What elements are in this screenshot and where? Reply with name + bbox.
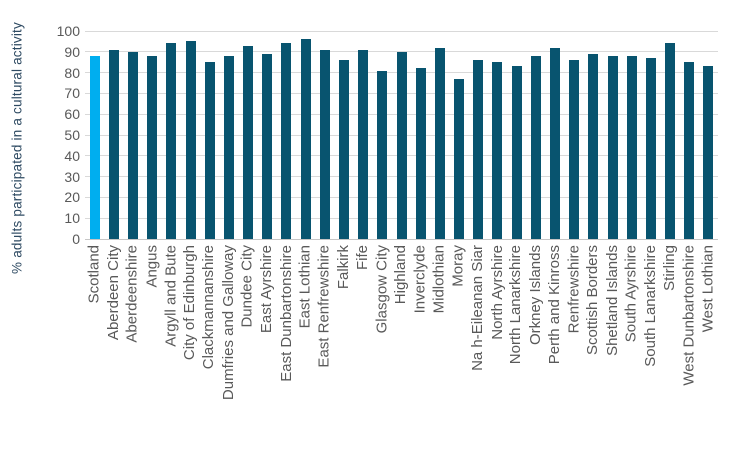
x-category-label: Falkirk (334, 245, 352, 290)
bar-east-dunbartonshire (281, 43, 292, 239)
x-category-label: Aberdeenshire (123, 245, 141, 343)
bar-dundee-city (243, 45, 254, 239)
x-category-label: Scottish Borders (584, 245, 602, 356)
bar-highland (396, 51, 407, 239)
x-category-label: Moray (450, 245, 468, 287)
y-tick-label: 40 (64, 147, 80, 164)
bar-na-h-eileanan-siar (473, 60, 484, 239)
x-category-label: Na h-Eileanan Siar (469, 245, 487, 371)
gridline (85, 30, 718, 32)
x-category-label: Highland (392, 245, 410, 305)
y-tick-label: 70 (64, 85, 80, 102)
bar-east-lothian (300, 39, 311, 239)
x-category-label: Argyll and Bute (162, 245, 180, 347)
bar-falkirk (338, 60, 349, 239)
bar-city-of-edinburgh (185, 41, 196, 239)
bar-midlothian (434, 47, 445, 239)
x-axis-line (85, 238, 718, 240)
y-tick-label: 50 (64, 127, 80, 143)
bar-west-lothian (703, 66, 714, 239)
y-tick-label: 60 (64, 106, 80, 123)
bar-aberdeenshire (127, 51, 138, 239)
x-category-label: Stirling (661, 245, 679, 291)
x-category-label: East Ayrshire (258, 245, 276, 334)
bar-moray (454, 78, 465, 239)
x-category-label: North Ayrshire (488, 245, 506, 340)
bar-stirling (665, 43, 676, 239)
x-category-label: Midlothian (430, 245, 448, 314)
bar-east-renfrewshire (319, 49, 330, 239)
y-tick-label: 80 (64, 64, 80, 81)
bar-orkney-islands (530, 55, 541, 239)
x-category-label: Orkney Islands (526, 245, 544, 346)
bar-fife (358, 49, 369, 239)
bar-inverclyde (415, 68, 426, 239)
x-category-label: West Dunbartonshire (680, 245, 698, 386)
y-tick-label: 90 (64, 43, 80, 60)
y-tick-label: 20 (64, 189, 80, 206)
x-category-label: East Dunbartonshire (277, 245, 295, 382)
x-category-label: Dumfries and Galloway (219, 245, 237, 401)
bar-scotland (89, 55, 100, 239)
y-tick-label: 0 (72, 231, 80, 247)
bar-north-lanarkshire (511, 66, 522, 239)
bar-glasgow-city (377, 70, 388, 239)
x-category-label: Aberdeen City (104, 245, 122, 341)
x-category-label: Shetland Islands (603, 245, 621, 356)
x-category-label: City of Edinburgh (181, 245, 199, 361)
y-tick-label: 30 (64, 168, 80, 185)
x-category-label: Fife (354, 245, 372, 271)
bar-angus (147, 55, 158, 239)
bar-east-ayrshire (262, 53, 273, 239)
x-category-label: East Lothian (296, 245, 314, 329)
x-category-label: Clackmannanshire (200, 245, 218, 370)
bar-south-lanarkshire (645, 58, 656, 239)
bar-perth-and-kinross (549, 47, 560, 239)
bar-dumfries-and-galloway (223, 55, 234, 239)
x-category-label: Perth and Kinross (545, 245, 563, 365)
bar-west-dunbartonshire (684, 62, 695, 239)
bar-south-ayrshire (626, 55, 637, 239)
x-category-label: East Renfrewshire (315, 245, 333, 368)
x-category-label: Renfrewshire (565, 245, 583, 334)
x-category-label: North Lanarkshire (507, 245, 525, 365)
bar-renfrewshire (569, 60, 580, 239)
bar-clackmannanshire (204, 62, 215, 239)
bar-north-ayrshire (492, 62, 503, 239)
x-category-label: South Ayrshire (622, 245, 640, 343)
y-tick-label: 100 (56, 23, 80, 39)
x-category-label: Inverclyde (411, 245, 429, 314)
x-category-label: Scotland (85, 245, 103, 304)
y-tick-label: 10 (64, 210, 80, 227)
x-category-label: South Lanarkshire (641, 245, 659, 367)
x-category-label: Angus (143, 245, 161, 288)
bar-scottish-borders (588, 53, 599, 239)
bar-aberdeen-city (108, 49, 119, 239)
x-category-label: Glasgow City (373, 245, 391, 334)
bar-shetland-islands (607, 55, 618, 239)
x-category-label: Dundee City (239, 245, 257, 328)
bar-argyll-and-bute (166, 43, 177, 239)
x-category-label: West Lothian (699, 245, 717, 333)
